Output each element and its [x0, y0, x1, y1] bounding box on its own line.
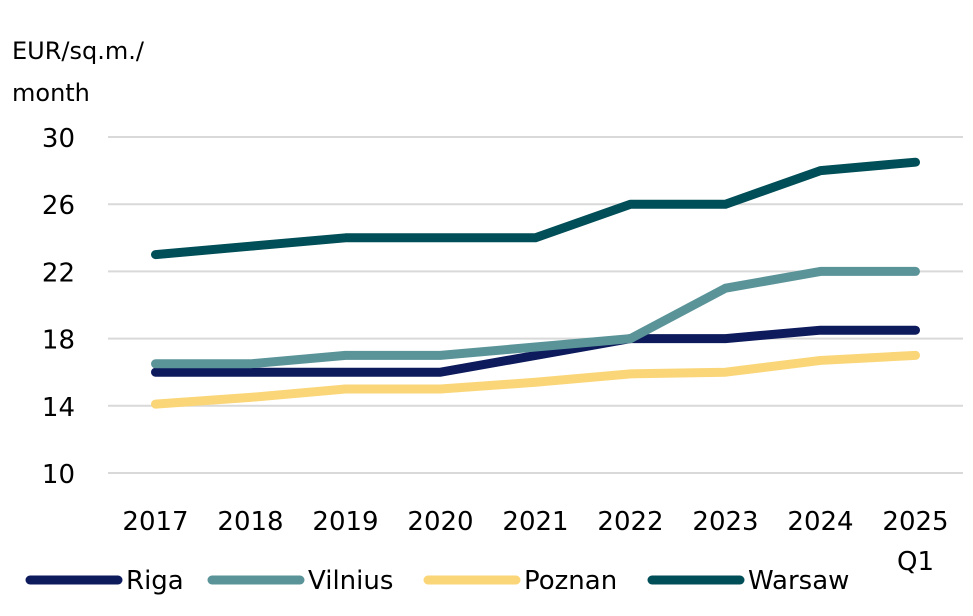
series-line-riga — [151, 325, 920, 377]
legend-label-riga: Riga — [126, 566, 184, 596]
y-axis-label-line2: month — [12, 79, 90, 107]
legend-label-warsaw: Warsaw — [748, 566, 849, 596]
x-tick-label: 2017 — [122, 507, 188, 537]
x-tick-sublabel: Q1 — [897, 547, 934, 577]
x-tick-label: 2021 — [502, 507, 568, 537]
y-tick-label: 26 — [42, 191, 75, 221]
y-tick-label: 18 — [42, 326, 75, 356]
y-axis-label-line1: EUR/sq.m./ — [12, 37, 144, 65]
y-tick-label: 30 — [42, 124, 75, 154]
x-tick-label: 2022 — [597, 507, 663, 537]
legend-label-poznan: Poznan — [524, 566, 617, 596]
y-tick-label: 10 — [42, 460, 75, 490]
legend-label-vilnius: Vilnius — [308, 566, 393, 596]
y-tick-label: 14 — [42, 393, 75, 423]
series-line-vilnius — [151, 266, 920, 369]
y-tick-label: 22 — [42, 258, 75, 288]
x-tick-label: 2023 — [692, 507, 758, 537]
x-tick-label: 2024 — [787, 507, 853, 537]
series-line-warsaw — [151, 157, 920, 260]
series-line-poznan — [151, 350, 920, 409]
x-tick-label: 2018 — [217, 507, 283, 537]
x-tick-label: 2020 — [407, 507, 473, 537]
x-tick-label: 2019 — [312, 507, 378, 537]
y-axis-label: EUR/sq.m./ month — [12, 30, 192, 114]
x-tick-label: 2025 — [882, 507, 948, 537]
